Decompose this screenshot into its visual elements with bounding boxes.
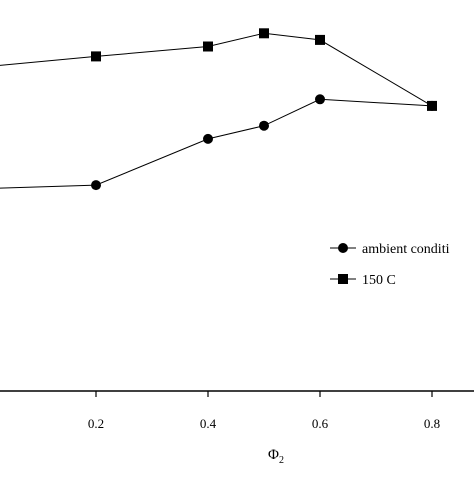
series-group <box>0 28 437 191</box>
data-point-square <box>427 100 437 111</box>
legend-marker-square <box>338 274 348 284</box>
series-line-2 <box>0 32 433 107</box>
x-tick-label: 0.6 <box>312 416 329 431</box>
data-point-circle <box>259 120 269 131</box>
x-axis-label-subscript: 2 <box>279 455 284 466</box>
data-point-square <box>91 51 101 62</box>
x-tick-group: 0.2 0.4 0.6 0.8 <box>88 391 440 431</box>
data-point-square <box>259 28 269 39</box>
x-axis-label-symbol: Φ <box>268 447 279 463</box>
data-point-square <box>315 34 325 45</box>
x-axis-label-group: Φ2 <box>268 447 284 466</box>
legend-label: 150 C <box>362 273 396 288</box>
x-tick-label: 0.4 <box>200 416 217 431</box>
data-point-circle <box>203 133 213 144</box>
legend-marker-circle <box>338 243 348 253</box>
data-point-circle <box>91 180 101 191</box>
data-point-square <box>203 41 213 52</box>
legend-label: ambient conditi <box>362 242 450 257</box>
series-line-1 <box>0 98 433 189</box>
x-tick-label: 0.8 <box>424 416 440 431</box>
data-point-circle <box>315 94 325 105</box>
legend: ambient conditi 150 C <box>330 242 450 288</box>
x-tick-label: 0.2 <box>88 416 104 431</box>
x-axis-label: Φ2 <box>268 447 284 466</box>
